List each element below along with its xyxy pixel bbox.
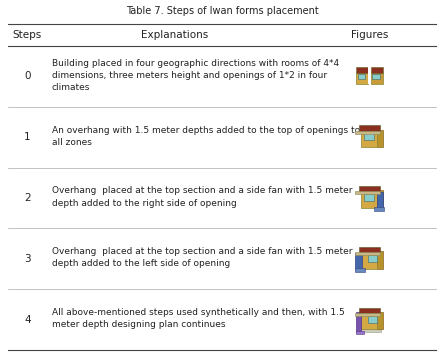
Bar xyxy=(356,253,362,268)
Text: Overhang  placed at the top section and a side fan with 1.5 meter
depth added to: Overhang placed at the top section and a… xyxy=(51,247,352,268)
Bar xyxy=(356,73,368,84)
Bar xyxy=(364,133,374,140)
Bar xyxy=(356,331,363,334)
Bar xyxy=(378,130,383,147)
Bar xyxy=(362,329,381,332)
Text: An overhang with 1.5 meter depths added to the top of openings to
all zones: An overhang with 1.5 meter depths added … xyxy=(51,126,359,147)
Text: Table 7. Steps of Iwan forms placement: Table 7. Steps of Iwan forms placement xyxy=(126,6,319,16)
Bar xyxy=(368,67,371,84)
Text: 1: 1 xyxy=(24,132,30,142)
Bar xyxy=(371,73,383,84)
Bar xyxy=(367,255,378,262)
Bar xyxy=(362,190,378,208)
Bar xyxy=(367,315,378,322)
Text: 3: 3 xyxy=(24,254,30,264)
Text: Figures: Figures xyxy=(351,30,389,40)
Bar xyxy=(356,67,368,73)
Bar xyxy=(359,247,381,253)
Bar xyxy=(359,186,381,192)
Text: Building placed in four geographic directions with rooms of 4*4
dimensions, thre: Building placed in four geographic direc… xyxy=(51,59,339,92)
Text: Explanations: Explanations xyxy=(141,30,209,40)
Bar xyxy=(374,207,384,211)
Bar xyxy=(359,74,365,79)
Bar xyxy=(356,268,365,272)
Bar xyxy=(378,312,383,329)
Bar xyxy=(372,74,381,79)
Bar xyxy=(359,125,381,131)
Bar xyxy=(378,190,383,208)
Bar xyxy=(362,251,378,268)
Bar xyxy=(362,312,378,329)
Bar xyxy=(378,192,383,208)
Bar xyxy=(355,131,380,133)
Text: All above-mentioned steps used synthetically and then, with 1.5
meter depth desi: All above-mentioned steps used synthetic… xyxy=(51,308,344,329)
Text: 0: 0 xyxy=(24,72,30,81)
Bar xyxy=(364,194,374,201)
Bar xyxy=(378,251,383,268)
Bar xyxy=(355,192,380,194)
Bar xyxy=(355,252,380,255)
Bar xyxy=(359,308,381,314)
Bar xyxy=(355,313,380,316)
Bar xyxy=(356,312,362,332)
Text: Steps: Steps xyxy=(13,30,42,40)
Text: 2: 2 xyxy=(24,193,30,203)
Text: Overhang  placed at the top section and a side fan with 1.5 meter
depth added to: Overhang placed at the top section and a… xyxy=(51,187,352,207)
Text: 4: 4 xyxy=(24,315,30,325)
Bar xyxy=(371,67,383,73)
Bar xyxy=(362,130,378,147)
